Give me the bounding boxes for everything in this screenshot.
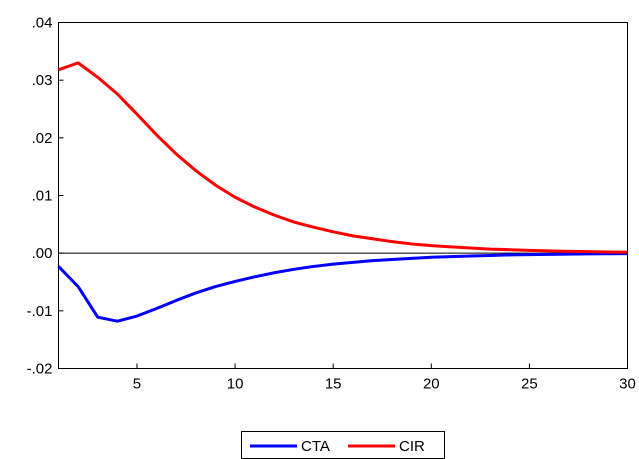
series-layer xyxy=(57,61,628,323)
legend: CTA CIR xyxy=(241,431,445,459)
x-tick-label: 15 xyxy=(325,376,342,393)
x-tick-label: 30 xyxy=(619,376,636,393)
legend-label-cta: CTA xyxy=(301,438,330,455)
y-tick-label: .03 xyxy=(32,72,53,89)
x-tick-label: 20 xyxy=(423,376,440,393)
y-tick-label: -.01 xyxy=(27,303,53,320)
y-axis: -.02 -.01 .00 .01 .02 .03 .04 xyxy=(27,15,64,378)
y-tick-label: -.02 xyxy=(27,361,53,378)
plot-frame xyxy=(58,22,628,369)
x-tick-label: 10 xyxy=(227,376,244,393)
legend-label-cir: CIR xyxy=(399,438,425,455)
x-tick-label: 25 xyxy=(521,376,538,393)
series-line-cir xyxy=(58,61,628,254)
x-axis: 5 10 15 20 25 30 xyxy=(133,363,636,393)
y-tick-label: .02 xyxy=(32,130,53,147)
y-tick-label: .01 xyxy=(32,188,53,205)
x-tick-label: 5 xyxy=(133,376,141,393)
y-tick-label: .04 xyxy=(32,15,53,32)
y-tick-label: .00 xyxy=(32,245,53,262)
series-line-cta xyxy=(57,252,628,323)
